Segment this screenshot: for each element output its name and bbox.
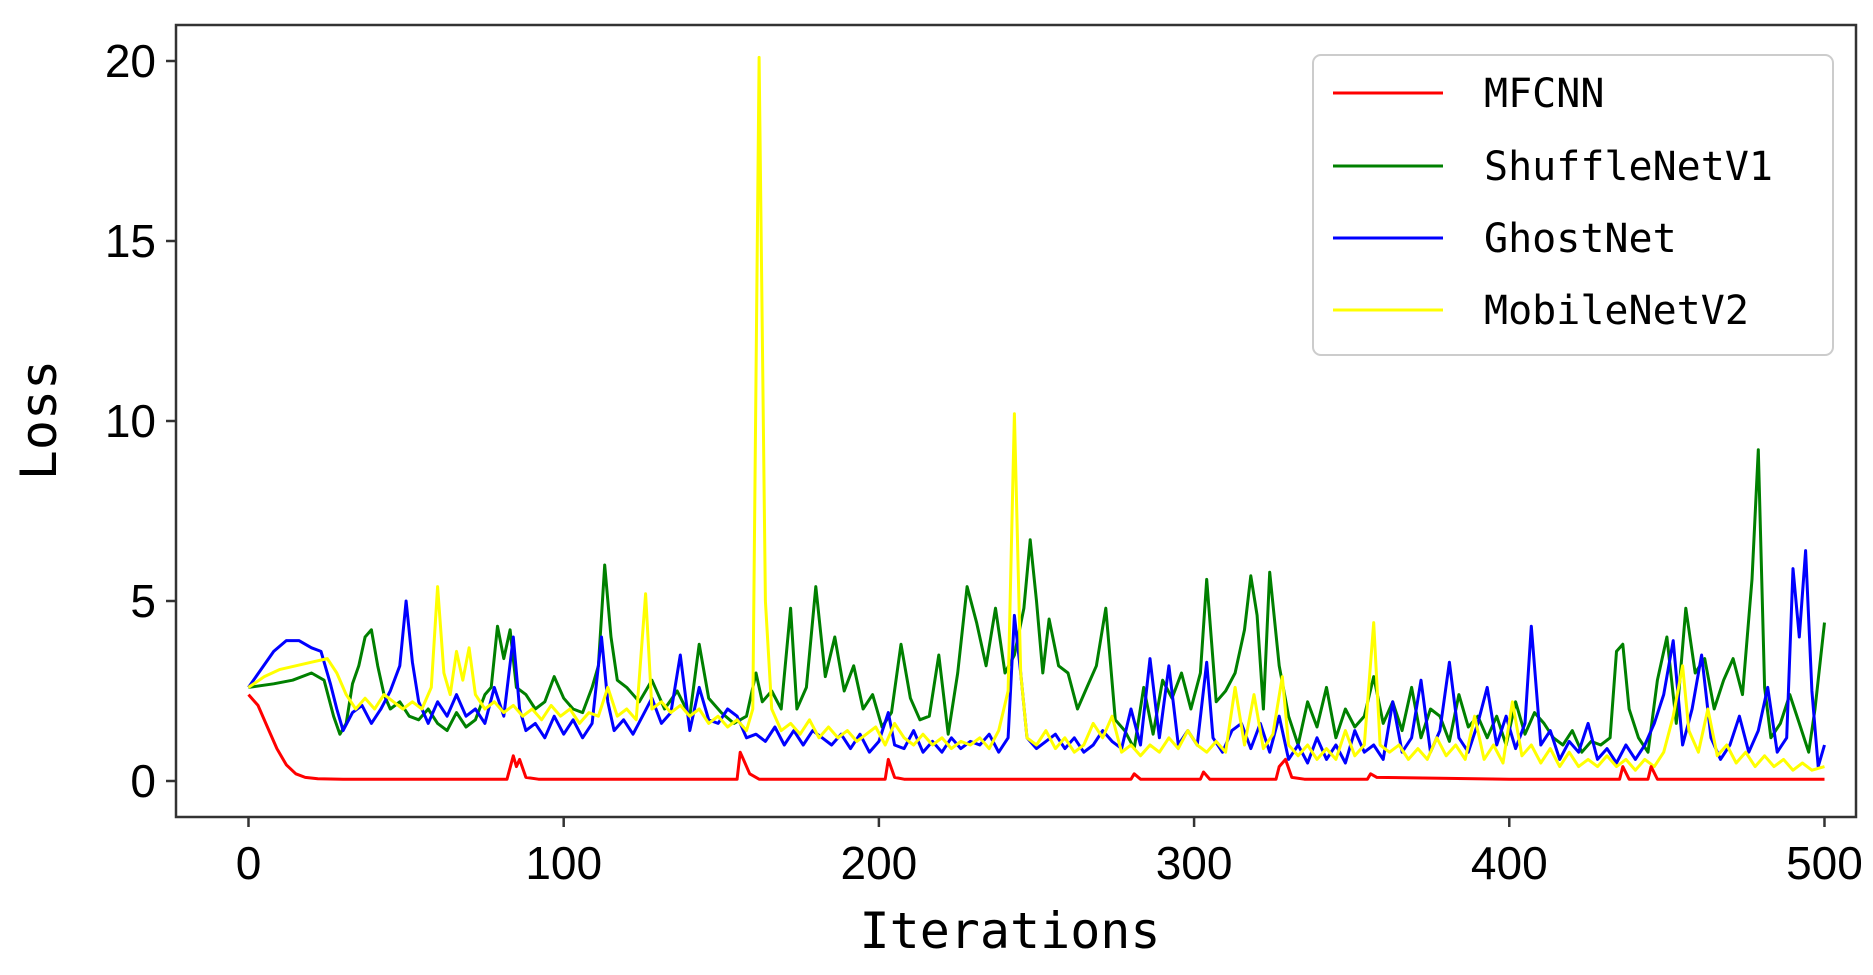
series-layer — [247, 55, 1826, 781]
legend-label-ghostnet: GhostNet — [1484, 216, 1677, 262]
y-axis-title: Loss — [10, 360, 68, 480]
x-axis-title: Iterations — [859, 902, 1160, 960]
x-tick-label: 300 — [1156, 837, 1233, 889]
legend: MFCNN ShuffleNetV1 GhostNet MobileNetV2 — [1312, 54, 1834, 356]
y-axis-ticks: 0 5 10 15 20 — [105, 35, 176, 807]
legend-box — [1312, 54, 1834, 356]
legend-label-mfcnn: MFCNN — [1484, 71, 1604, 117]
x-tick-label: 100 — [525, 837, 602, 889]
y-tick-label: 20 — [105, 35, 156, 87]
series-line-ghostnet — [247, 549, 1826, 769]
y-tick-label: 0 — [130, 755, 156, 807]
y-tick-label: 10 — [105, 395, 156, 447]
x-axis-ticks: 0 100 200 300 400 500 — [236, 817, 1863, 889]
legend-label-mobilenetv2: MobileNetV2 — [1484, 288, 1749, 334]
x-tick-label: 200 — [841, 837, 918, 889]
legend-label-shufflenetv1: ShuffleNetV1 — [1484, 144, 1773, 190]
series-line-mobilenetv2 — [247, 55, 1825, 772]
x-tick-label: 400 — [1471, 837, 1548, 889]
x-tick-label: 500 — [1786, 837, 1863, 889]
x-tick-label: 0 — [236, 837, 262, 889]
series-line-shufflenetv1 — [248, 448, 1826, 754]
y-tick-label: 15 — [105, 215, 156, 267]
series-line-mfcnn — [247, 693, 1825, 781]
y-tick-label: 5 — [130, 575, 156, 627]
